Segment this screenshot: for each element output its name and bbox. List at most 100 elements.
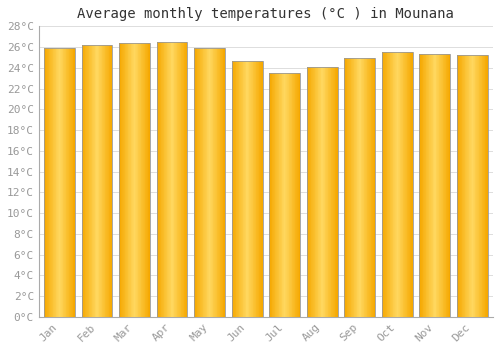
Bar xyxy=(51,48,52,317)
Bar xyxy=(119,43,120,317)
Bar xyxy=(406,52,408,317)
Bar xyxy=(408,52,409,317)
Bar xyxy=(224,48,225,317)
Bar xyxy=(457,55,488,317)
Bar xyxy=(278,73,280,317)
Bar xyxy=(119,43,150,317)
Bar xyxy=(164,42,165,317)
Bar xyxy=(463,55,464,317)
Bar xyxy=(237,61,238,317)
Bar xyxy=(82,45,83,317)
Bar xyxy=(329,67,330,317)
Bar xyxy=(132,43,133,317)
Bar xyxy=(147,43,148,317)
Bar xyxy=(196,48,198,317)
Bar xyxy=(168,42,169,317)
Bar xyxy=(127,43,128,317)
Bar xyxy=(422,54,424,317)
Bar xyxy=(365,58,366,317)
Bar xyxy=(292,73,293,317)
Bar xyxy=(334,67,336,317)
Bar xyxy=(163,42,164,317)
Bar xyxy=(345,58,346,317)
Bar xyxy=(326,67,327,317)
Bar xyxy=(364,58,365,317)
Bar xyxy=(248,61,250,317)
Bar xyxy=(194,48,195,317)
Bar xyxy=(52,48,54,317)
Bar xyxy=(83,45,84,317)
Bar xyxy=(61,48,62,317)
Bar xyxy=(91,45,92,317)
Bar xyxy=(220,48,221,317)
Bar xyxy=(261,61,262,317)
Bar xyxy=(391,52,392,317)
Bar xyxy=(260,61,261,317)
Bar xyxy=(205,48,206,317)
Bar xyxy=(93,45,94,317)
Bar xyxy=(388,52,389,317)
Bar xyxy=(221,48,222,317)
Bar xyxy=(140,43,141,317)
Bar xyxy=(70,48,71,317)
Bar xyxy=(142,43,143,317)
Bar xyxy=(270,73,271,317)
Bar xyxy=(286,73,287,317)
Bar xyxy=(327,67,328,317)
Bar xyxy=(102,45,103,317)
Bar xyxy=(274,73,276,317)
Bar xyxy=(97,45,98,317)
Bar xyxy=(146,43,147,317)
Bar xyxy=(444,54,445,317)
Bar xyxy=(480,55,481,317)
Bar xyxy=(252,61,254,317)
Bar xyxy=(420,54,421,317)
Bar xyxy=(372,58,373,317)
Bar xyxy=(67,48,68,317)
Bar xyxy=(382,52,384,317)
Bar xyxy=(198,48,199,317)
Bar xyxy=(476,55,477,317)
Bar xyxy=(356,58,358,317)
Bar xyxy=(350,58,352,317)
Bar xyxy=(284,73,286,317)
Bar xyxy=(368,58,369,317)
Bar xyxy=(110,45,111,317)
Bar xyxy=(173,42,174,317)
Bar xyxy=(84,45,86,317)
Bar xyxy=(241,61,242,317)
Bar xyxy=(358,58,359,317)
Bar xyxy=(206,48,208,317)
Bar xyxy=(487,55,488,317)
Bar xyxy=(71,48,72,317)
Bar xyxy=(82,45,112,317)
Bar xyxy=(212,48,214,317)
Bar xyxy=(307,67,338,317)
Bar xyxy=(124,43,126,317)
Bar xyxy=(104,45,106,317)
Bar xyxy=(308,67,309,317)
Bar xyxy=(128,43,129,317)
Bar xyxy=(468,55,469,317)
Bar xyxy=(374,58,375,317)
Bar xyxy=(430,54,431,317)
Bar xyxy=(172,42,173,317)
Bar xyxy=(194,48,225,317)
Bar xyxy=(94,45,96,317)
Bar xyxy=(318,67,319,317)
Bar xyxy=(360,58,362,317)
Bar xyxy=(344,58,375,317)
Bar xyxy=(405,52,406,317)
Bar xyxy=(258,61,260,317)
Bar xyxy=(324,67,326,317)
Bar xyxy=(466,55,467,317)
Bar xyxy=(394,52,395,317)
Bar xyxy=(215,48,216,317)
Bar xyxy=(280,73,281,317)
Bar xyxy=(156,42,158,317)
Bar xyxy=(44,48,75,317)
Bar xyxy=(287,73,288,317)
Bar xyxy=(156,42,188,317)
Bar xyxy=(384,52,385,317)
Bar xyxy=(482,55,483,317)
